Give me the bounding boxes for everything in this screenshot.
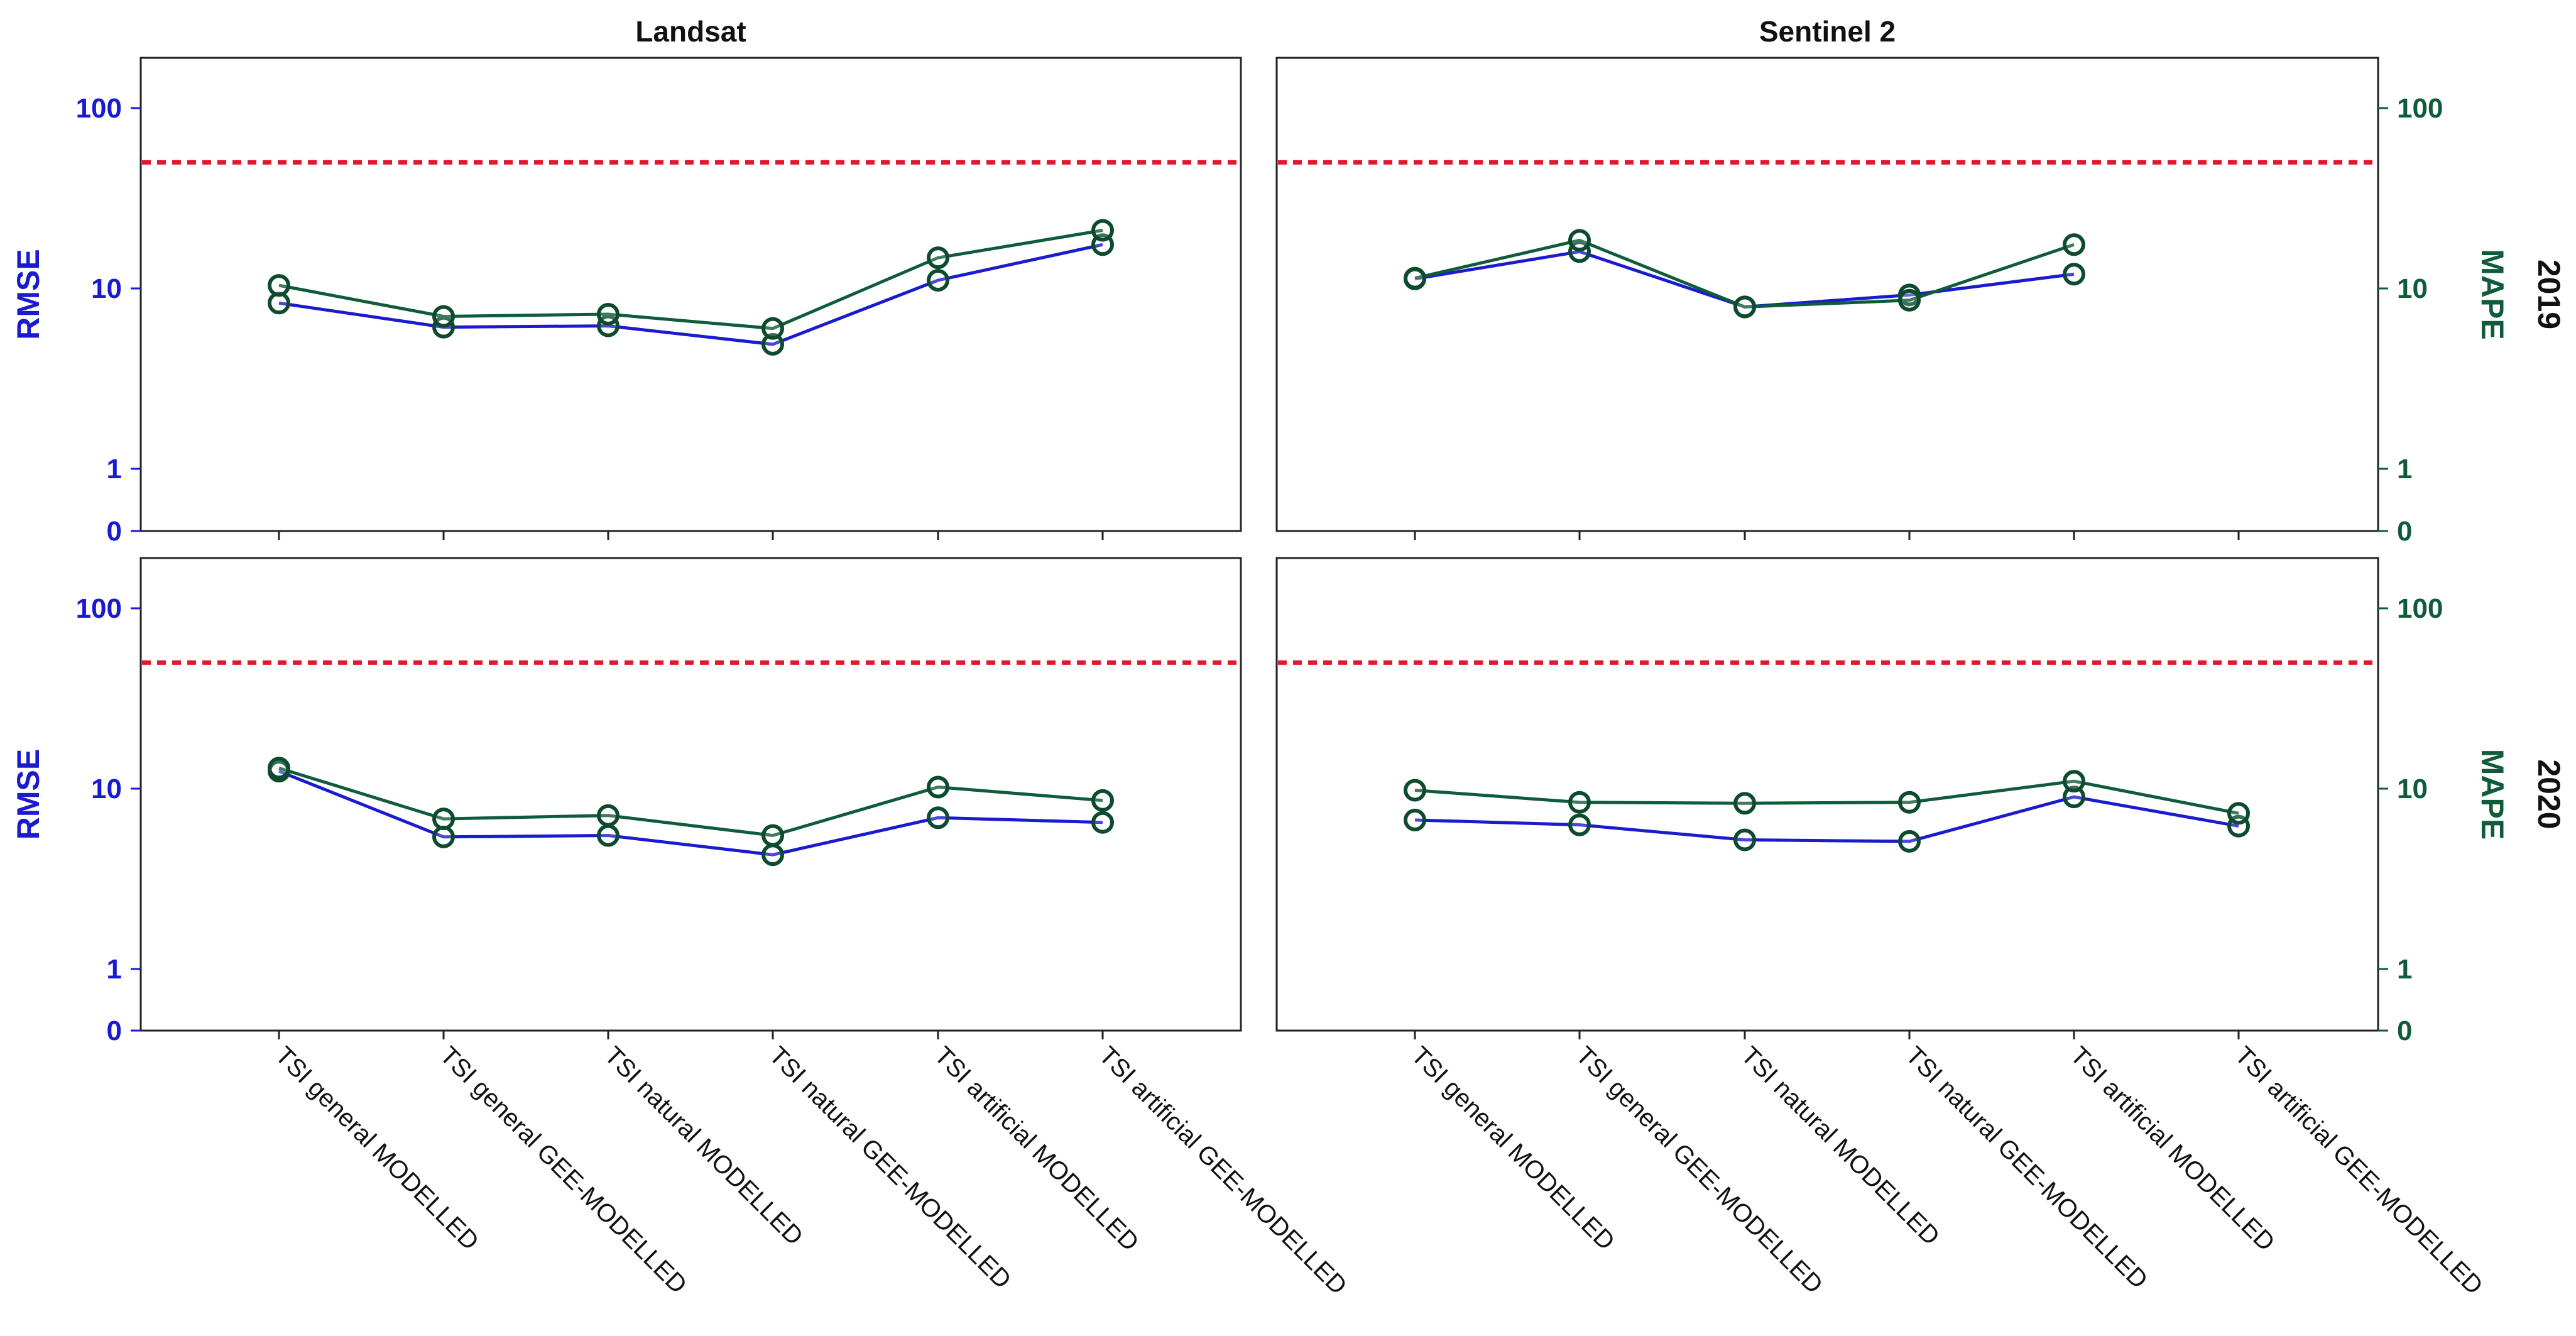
y-tick-label: 10 (2397, 774, 2428, 804)
series-line-mape (1414, 779, 2239, 815)
y-axis-label-rmse: RMSE (11, 749, 46, 840)
data-point-rmse (1568, 813, 1591, 836)
series-line-mape (278, 766, 1103, 838)
data-point-mape (2063, 770, 2085, 793)
data-point-mape (761, 824, 784, 847)
data-point-mape (1404, 266, 1426, 290)
y-tick-label: 10 (2397, 273, 2428, 304)
y-tick-label: 100 (2397, 93, 2443, 124)
data-point-mape (597, 804, 619, 827)
series-line-mape (278, 229, 1103, 331)
data-point-rmse (927, 806, 949, 830)
data-point-mape (597, 302, 619, 326)
data-point-rmse (1404, 808, 1426, 831)
x-category-label: TSI artificial GEE-MODELLED (1094, 1041, 1352, 1300)
data-point-mape (1568, 791, 1591, 814)
panel-frame (139, 557, 1242, 1032)
data-point-mape (927, 246, 949, 270)
data-point-mape (268, 757, 290, 780)
row-label: 2019 (2531, 260, 2567, 329)
series-line-rmse (278, 243, 1103, 346)
y-tick-label: 10 (91, 273, 122, 304)
data-point-rmse (761, 332, 784, 356)
data-point-mape (268, 274, 290, 297)
series-line-rmse (1414, 795, 2239, 843)
y-tick-label: 1 (107, 454, 122, 485)
y-tick-label: 0 (2397, 1016, 2412, 1046)
panel-frame (1275, 57, 2379, 532)
data-point-rmse (1733, 828, 1756, 851)
y-tick-label: 100 (76, 93, 122, 124)
panel-title: Sentinel 2 (1759, 15, 1896, 48)
data-point-mape (432, 305, 455, 328)
data-point-mape (1404, 779, 1426, 802)
data-point-mape (761, 317, 784, 340)
data-point-mape (1091, 789, 1114, 812)
y-tick-label: 1 (107, 954, 122, 985)
row-label: 2020 (2531, 759, 2567, 829)
data-point-mape (1898, 791, 1921, 814)
data-point-mape (1091, 219, 1114, 242)
data-point-rmse (597, 824, 619, 847)
y-tick-label: 10 (91, 774, 122, 804)
data-point-rmse (927, 268, 949, 292)
y-tick-label: 0 (107, 516, 122, 547)
data-point-mape (2063, 233, 2085, 256)
data-point-mape (1733, 792, 1756, 815)
data-point-mape (1733, 295, 1756, 319)
x-category-label: TSI artificial GEE-MODELLED (2230, 1041, 2488, 1300)
data-point-rmse (761, 843, 784, 867)
y-tick-label: 0 (107, 1016, 122, 1046)
panel-title: Landsat (635, 15, 746, 48)
y-axis-label-mape: MAPE (2475, 249, 2510, 339)
series-line-rmse (278, 769, 1103, 857)
data-point-mape (927, 775, 949, 799)
y-tick-label: 1 (2397, 954, 2412, 985)
series-line-mape (1414, 238, 2075, 309)
data-point-rmse (2063, 786, 2085, 809)
panel-frame (1275, 557, 2379, 1032)
data-point-mape (432, 808, 455, 831)
panel-frame (139, 57, 1242, 532)
y-axis-label-rmse: RMSE (11, 249, 46, 339)
data-point-mape (1898, 288, 1921, 312)
data-point-rmse (1898, 830, 1921, 853)
y-axis-label-mape: MAPE (2475, 749, 2510, 840)
data-point-rmse (432, 825, 455, 848)
data-point-rmse (1091, 811, 1114, 834)
data-point-mape (1568, 229, 1591, 252)
y-tick-label: 100 (2397, 593, 2443, 624)
data-point-rmse (2063, 263, 2085, 286)
data-point-mape (2227, 802, 2250, 825)
y-tick-label: 100 (76, 593, 122, 624)
y-tick-label: 1 (2397, 454, 2412, 485)
y-tick-label: 0 (2397, 516, 2412, 547)
